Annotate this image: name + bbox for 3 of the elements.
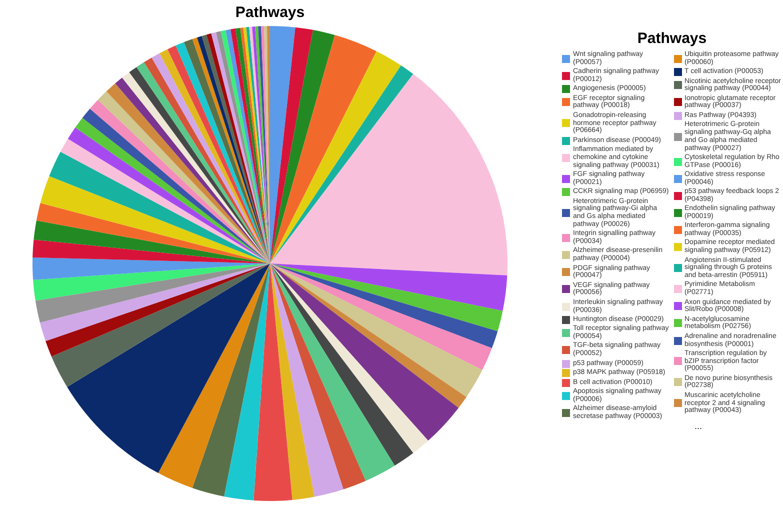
text: ... [693,420,702,431]
legend-title: Pathways [636,30,708,47]
chart-title: Pathways [235,4,305,22]
